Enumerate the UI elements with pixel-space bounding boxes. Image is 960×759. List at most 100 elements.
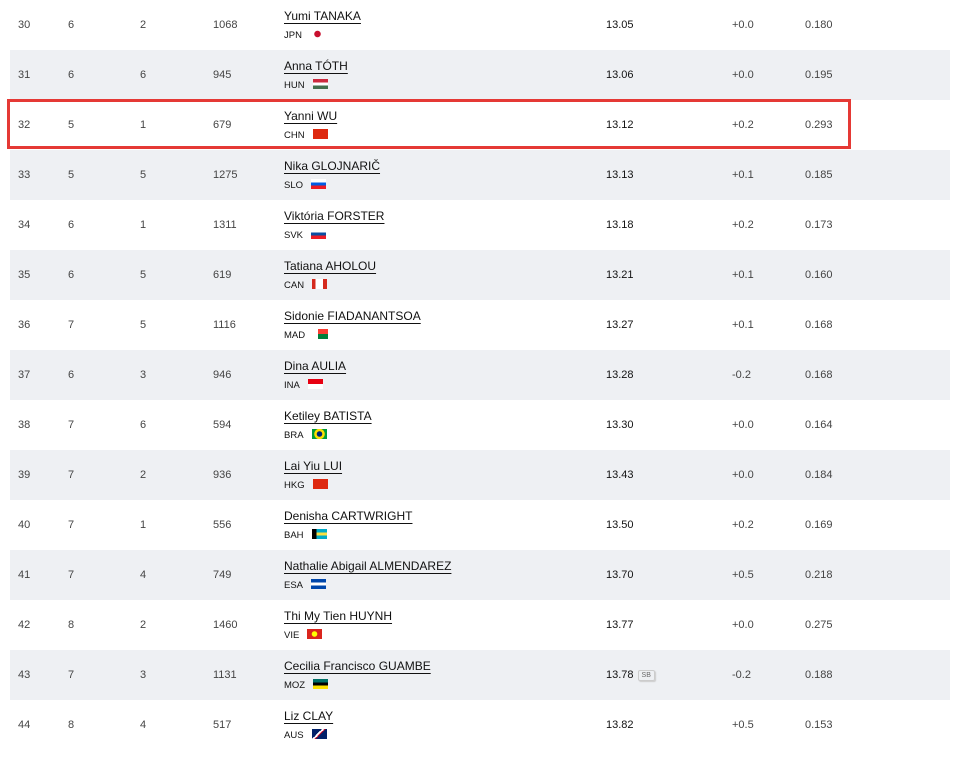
country: INA bbox=[284, 379, 323, 391]
heat: 6 bbox=[68, 219, 75, 231]
table-row: 35 6 5 619 Tatiana AHOLOU CAN 13.21 +0.1… bbox=[10, 250, 950, 300]
slo-flag-icon bbox=[311, 179, 327, 189]
country-code: CAN bbox=[284, 280, 305, 291]
heat: 5 bbox=[68, 169, 75, 181]
reaction-time: 0.169 bbox=[805, 519, 833, 531]
athlete-name-link[interactable]: Viktória FORSTER bbox=[284, 209, 385, 223]
reaction-time: 0.275 bbox=[805, 619, 833, 631]
mark: 13.77 bbox=[606, 619, 634, 631]
position: 32 bbox=[18, 119, 31, 131]
athlete-name-link[interactable]: Anna TÓTH bbox=[284, 59, 348, 73]
wind: +0.0 bbox=[732, 419, 754, 431]
wind: -0.2 bbox=[732, 669, 751, 681]
mad-flag-icon bbox=[313, 329, 329, 339]
lane: 4 bbox=[140, 569, 147, 581]
heat: 6 bbox=[68, 19, 75, 31]
country-code: ESA bbox=[284, 580, 304, 591]
athlete-name-link[interactable]: Nika GLOJNARIČ bbox=[284, 159, 381, 173]
lane: 1 bbox=[140, 519, 147, 531]
country-code: JPN bbox=[284, 30, 302, 41]
country: HUN bbox=[284, 79, 328, 91]
bib: 594 bbox=[213, 419, 232, 431]
bib: 936 bbox=[213, 469, 232, 481]
position: 43 bbox=[18, 669, 31, 681]
wind: +0.2 bbox=[732, 519, 754, 531]
country: MAD bbox=[284, 329, 329, 341]
athlete-name-link[interactable]: Yanni WU bbox=[284, 109, 338, 123]
athlete-name-link[interactable]: Tatiana AHOLOU bbox=[284, 259, 377, 273]
wind: +0.1 bbox=[732, 269, 754, 281]
country: MOZ bbox=[284, 679, 329, 691]
mark-value: 13.27 bbox=[606, 319, 634, 331]
wind: +0.0 bbox=[732, 19, 754, 31]
reaction-time: 0.185 bbox=[805, 169, 833, 181]
mark-value: 13.18 bbox=[606, 219, 634, 231]
wind: +0.0 bbox=[732, 619, 754, 631]
lane: 1 bbox=[140, 119, 147, 131]
athlete-name-link[interactable]: Liz CLAY bbox=[284, 709, 334, 723]
bib: 556 bbox=[213, 519, 232, 531]
mark-value: 13.82 bbox=[606, 719, 634, 731]
wind: +0.0 bbox=[732, 469, 754, 481]
country: BAH bbox=[284, 529, 327, 541]
lane: 6 bbox=[140, 419, 147, 431]
bah-flag-icon bbox=[311, 529, 327, 539]
mark-value: 13.21 bbox=[606, 269, 634, 281]
mark: 13.21 bbox=[606, 269, 634, 281]
position: 33 bbox=[18, 169, 31, 181]
aus-flag-icon bbox=[311, 729, 327, 739]
bib: 749 bbox=[213, 569, 232, 581]
mark: 13.82 bbox=[606, 719, 634, 731]
country-code: BRA bbox=[284, 430, 304, 441]
mark-value: 13.28 bbox=[606, 369, 634, 381]
country-code: BAH bbox=[284, 530, 304, 541]
table-row: 42 8 2 1460 Thi My Tien HUYNH VIE 13.77 … bbox=[10, 600, 950, 650]
athlete-name-link[interactable]: Cecilia Francisco GUAMBE bbox=[284, 659, 431, 673]
athlete-name-link[interactable]: Lai Yiu LUI bbox=[284, 459, 343, 473]
position: 39 bbox=[18, 469, 31, 481]
position: 30 bbox=[18, 19, 31, 31]
country-code: INA bbox=[284, 380, 300, 391]
position: 34 bbox=[18, 219, 31, 231]
heat: 7 bbox=[68, 569, 75, 581]
bib: 517 bbox=[213, 719, 232, 731]
table-row: 40 7 1 556 Denisha CARTWRIGHT BAH 13.50 … bbox=[10, 500, 950, 550]
athlete-name-link[interactable]: Sidonie FIADANANTSOA bbox=[284, 309, 421, 323]
reaction-time: 0.153 bbox=[805, 719, 833, 731]
lane: 5 bbox=[140, 269, 147, 281]
mark-value: 13.05 bbox=[606, 19, 634, 31]
athlete-name-link[interactable]: Dina AULIA bbox=[284, 359, 347, 373]
athlete-name-link[interactable]: Denisha CARTWRIGHT bbox=[284, 509, 413, 523]
country-code: SLO bbox=[284, 180, 304, 191]
table-row: 41 7 4 749 Nathalie Abigail ALMENDAREZ E… bbox=[10, 550, 950, 600]
heat: 6 bbox=[68, 69, 75, 81]
lane: 5 bbox=[140, 169, 147, 181]
athlete-name-link[interactable]: Thi My Tien HUYNH bbox=[284, 609, 393, 623]
wind: +0.1 bbox=[732, 319, 754, 331]
athlete-name-link[interactable]: Yumi TANAKA bbox=[284, 9, 361, 23]
wind: +0.5 bbox=[732, 719, 754, 731]
heat: 7 bbox=[68, 319, 75, 331]
mark: 13.06 bbox=[606, 69, 634, 81]
table-row: 30 6 2 1068 Yumi TANAKA JPN 13.05 +0.0 0… bbox=[10, 0, 950, 50]
heat: 7 bbox=[68, 469, 75, 481]
heat: 6 bbox=[68, 369, 75, 381]
table-row: 36 7 5 1116 Sidonie FIADANANTSOA MAD 13.… bbox=[10, 300, 950, 350]
athlete-name-link[interactable]: Nathalie Abigail ALMENDAREZ bbox=[284, 559, 452, 573]
mark-value: 13.06 bbox=[606, 69, 634, 81]
heat: 7 bbox=[68, 669, 75, 681]
table-row: 39 7 2 936 Lai Yiu LUI HKG 13.43 +0.0 0.… bbox=[10, 450, 950, 500]
mark: 13.12 bbox=[606, 119, 634, 131]
position: 37 bbox=[18, 369, 31, 381]
mark-value: 13.13 bbox=[606, 169, 634, 181]
lane: 2 bbox=[140, 19, 147, 31]
athlete-name-link[interactable]: Ketiley BATISTA bbox=[284, 409, 372, 423]
heat: 5 bbox=[68, 119, 75, 131]
chn-flag-icon bbox=[312, 129, 328, 139]
mark: 13.30 bbox=[606, 419, 634, 431]
reaction-time: 0.168 bbox=[805, 319, 833, 331]
country-code: MOZ bbox=[284, 680, 306, 691]
reaction-time: 0.218 bbox=[805, 569, 833, 581]
can-flag-icon bbox=[312, 279, 328, 289]
bib: 679 bbox=[213, 119, 232, 131]
